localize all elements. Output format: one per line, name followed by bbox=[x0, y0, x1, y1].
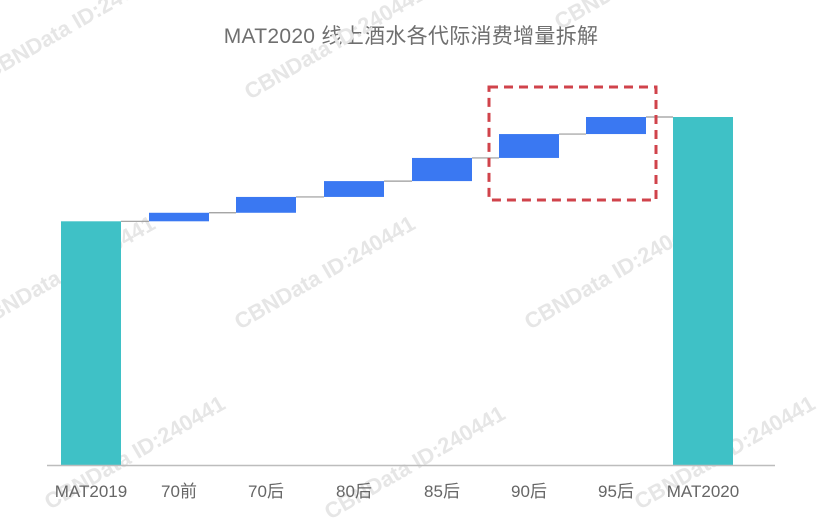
x-tick-label: 95后 bbox=[598, 482, 634, 501]
bar-70后 bbox=[236, 196, 296, 213]
bar-95后 bbox=[586, 117, 646, 135]
x-tick-label: 85后 bbox=[424, 482, 460, 501]
bar-80后 bbox=[324, 181, 384, 197]
watermark-text: CBNData ID:240441 bbox=[230, 211, 419, 335]
watermark-text: CBNData ID:240441 bbox=[240, 0, 429, 104]
x-tick-label: 80后 bbox=[336, 482, 372, 501]
watermark-text: CBNData ID:240441 bbox=[550, 0, 739, 34]
watermark-text: CBNData ID:240441 bbox=[320, 401, 509, 525]
watermark-text: CBNData ID:240441 bbox=[0, 0, 169, 84]
highlight-box bbox=[487, 85, 658, 202]
x-tick-label: MAT2020 bbox=[667, 482, 739, 501]
x-axis-labels: MAT2019 70前 70后 80后 85后 90后 95后 MAT2020 bbox=[55, 482, 739, 501]
bar-MAT2020 bbox=[673, 117, 733, 465]
x-tick-label: MAT2019 bbox=[55, 482, 127, 501]
x-tick-label: 70前 bbox=[161, 482, 197, 501]
bars-layer bbox=[47, 85, 775, 467]
x-tick-label: 90后 bbox=[511, 482, 547, 501]
bar-70前 bbox=[149, 212, 209, 222]
x-tick-label: 70后 bbox=[248, 482, 284, 501]
bar-MAT2019 bbox=[61, 221, 121, 465]
bar-85后 bbox=[412, 157, 472, 182]
bar-90后 bbox=[499, 134, 559, 158]
chart-title: MAT2020 线上酒水各代际消费增量拆解 bbox=[223, 25, 599, 48]
